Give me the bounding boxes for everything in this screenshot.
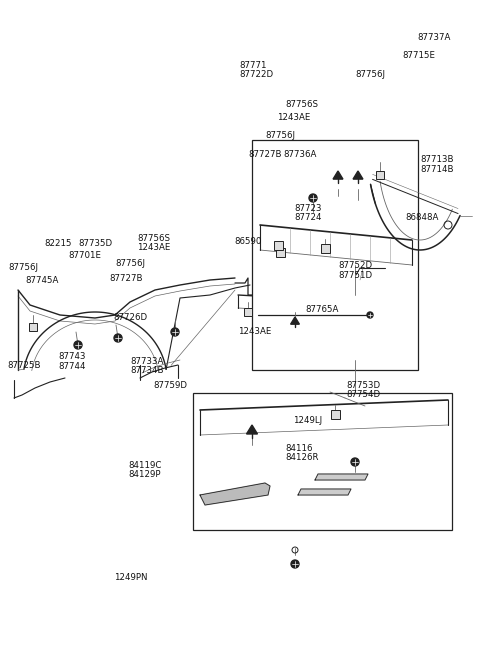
Polygon shape xyxy=(290,317,300,324)
Circle shape xyxy=(367,312,373,318)
Polygon shape xyxy=(315,474,368,480)
Text: 1249LJ: 1249LJ xyxy=(293,416,323,425)
Text: 87725B: 87725B xyxy=(8,361,41,370)
Text: 87765A: 87765A xyxy=(306,305,339,314)
Text: 87743: 87743 xyxy=(59,352,86,362)
Text: 87715E: 87715E xyxy=(402,50,435,60)
Text: 87735D: 87735D xyxy=(78,239,112,248)
Circle shape xyxy=(114,334,122,342)
Text: 84119C: 84119C xyxy=(129,461,162,470)
Text: 87745A: 87745A xyxy=(25,276,59,285)
Text: 87724: 87724 xyxy=(294,213,322,222)
Text: 87736A: 87736A xyxy=(283,150,317,159)
Bar xyxy=(193,393,452,530)
Text: 1243AE: 1243AE xyxy=(238,327,272,336)
Bar xyxy=(244,308,252,316)
Text: 87714B: 87714B xyxy=(420,165,454,174)
Text: 87737A: 87737A xyxy=(418,33,451,43)
Text: 87756J: 87756J xyxy=(265,131,295,140)
Polygon shape xyxy=(247,425,257,434)
Text: 87727B: 87727B xyxy=(109,274,143,283)
Polygon shape xyxy=(333,171,343,179)
Text: 87756J: 87756J xyxy=(115,259,145,268)
Bar xyxy=(29,323,37,331)
Text: 87759D: 87759D xyxy=(154,381,188,390)
Text: 1243AE: 1243AE xyxy=(277,113,311,122)
Text: 84126R: 84126R xyxy=(286,453,319,462)
Text: 82215: 82215 xyxy=(44,239,72,248)
Circle shape xyxy=(74,341,82,349)
Polygon shape xyxy=(200,483,270,505)
Text: 87756S: 87756S xyxy=(137,234,170,243)
Bar xyxy=(252,140,418,370)
Text: 87723: 87723 xyxy=(294,204,322,213)
Text: 86848A: 86848A xyxy=(406,213,439,222)
Text: 87733A: 87733A xyxy=(131,357,164,366)
Text: 87701E: 87701E xyxy=(68,251,101,260)
Text: 87744: 87744 xyxy=(59,362,86,371)
Text: 87751D: 87751D xyxy=(338,271,372,280)
Circle shape xyxy=(291,560,299,568)
Bar xyxy=(331,409,339,419)
Circle shape xyxy=(171,328,179,336)
Text: 1243AE: 1243AE xyxy=(137,243,171,252)
Text: 84129P: 84129P xyxy=(129,470,161,479)
Text: 87713B: 87713B xyxy=(420,155,454,164)
Bar xyxy=(321,244,329,252)
Text: 86590: 86590 xyxy=(234,236,262,246)
Bar xyxy=(276,248,285,257)
Bar xyxy=(376,171,384,179)
Bar xyxy=(274,240,283,250)
Text: 1249PN: 1249PN xyxy=(114,573,148,582)
Text: 84116: 84116 xyxy=(286,443,313,453)
Text: 87752D: 87752D xyxy=(338,261,372,271)
Text: 87722D: 87722D xyxy=(239,69,273,79)
Circle shape xyxy=(309,194,317,202)
Text: 87756S: 87756S xyxy=(286,100,319,109)
Text: 87756J: 87756J xyxy=(355,69,385,79)
Text: 87726D: 87726D xyxy=(113,312,147,322)
Polygon shape xyxy=(353,171,363,179)
Text: 87734B: 87734B xyxy=(131,366,164,375)
Text: 87756J: 87756J xyxy=(9,263,38,272)
Text: 87754D: 87754D xyxy=(347,390,381,399)
Circle shape xyxy=(351,458,359,466)
Text: 87727B: 87727B xyxy=(249,150,282,159)
Polygon shape xyxy=(298,489,351,495)
Text: 87771: 87771 xyxy=(239,61,266,70)
Text: 87753D: 87753D xyxy=(347,381,381,390)
